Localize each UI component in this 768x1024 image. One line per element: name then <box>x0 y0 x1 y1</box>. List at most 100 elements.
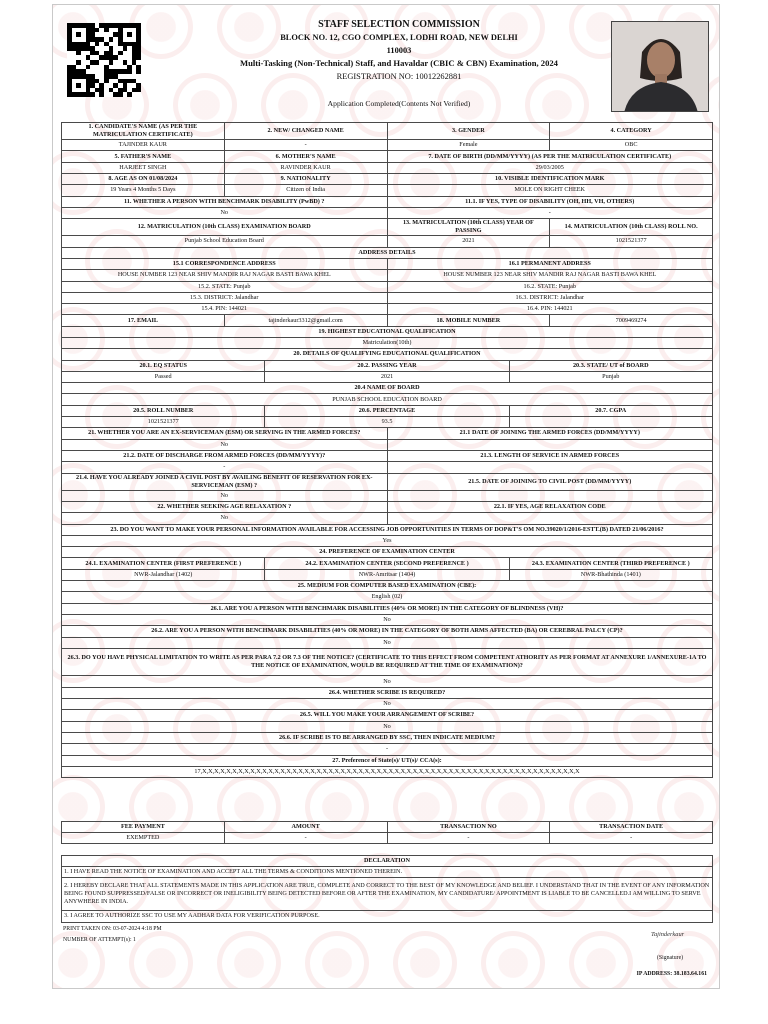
form-row: No <box>61 438 713 451</box>
form-row: 15.3. DISTRICT: Jalandhar 16.3. DISTRICT:… <box>61 291 713 305</box>
field-label: 20.6. PERCENTAGE <box>264 404 510 418</box>
field-label: 4. CATEGORY <box>549 121 713 141</box>
form-row: 15.4. PIN: 144021 16.4. PIN: 144021 <box>61 303 713 316</box>
application-details-table: 1. CANDIDATE'S NAME (AS PER THE MATRICUL… <box>60 121 714 779</box>
form-row: 20.4 NAME OF BOARD <box>61 382 713 395</box>
fee-header-payment: FEE PAYMENT <box>61 821 225 833</box>
field-label: 20.2. PASSING YEAR <box>264 359 510 372</box>
field-value: 16.3. DISTRICT: Jalandhar <box>386 291 713 305</box>
field-value: No <box>61 720 713 733</box>
field-value <box>386 461 713 474</box>
field-value: 15.3. DISTRICT: Jalandhar <box>61 291 388 305</box>
qr-code <box>67 23 141 97</box>
org-pin: 110003 <box>386 46 412 55</box>
field-label: 5. FATHER'S NAME <box>61 150 225 163</box>
field-value: tajinderkaur3312@gmail.com <box>223 314 388 327</box>
signature-image: Tajinderkaur <box>651 931 685 938</box>
form-row: 20. DETAILS OF QUALIFYING EDUCATIONAL QU… <box>61 348 713 361</box>
field-label: 20.7. CGPA <box>508 404 714 418</box>
field-label: 20.3. STATE/ UT of BOARD <box>508 359 714 372</box>
form-row: PUNJAB SCHOOL EDUCATION BOARD <box>61 393 713 406</box>
org-title: STAFF SELECTION COMMISSION <box>318 19 480 30</box>
field-value: 15.2. STATE: Punjab <box>61 280 388 293</box>
form-row: HARJEET SINGH RAVINDER KAUR 29/03/2005 <box>61 161 713 175</box>
field-label: 14. MATRICULATION (10th CLASS) ROLL NO. <box>549 218 713 237</box>
field-value: RAVINDER KAUR <box>223 161 388 175</box>
form-row: 23. DO YOU WANT TO MAKE YOUR PERSONAL IN… <box>61 523 713 536</box>
form-row: 11. WHETHER A PERSON WITH BENCHMARK DISA… <box>61 195 713 208</box>
field-label: 26.3. DO YOU HAVE PHYSICAL LIMITATION TO… <box>61 647 713 677</box>
candidate-photo <box>611 21 709 112</box>
form-row: 5. FATHER'S NAME 6. MOTHER'S NAME 7. DATE … <box>61 150 713 163</box>
form-row: TAJINDER KAUR - Female OBC <box>61 139 713 152</box>
field-value: - <box>223 139 388 152</box>
field-value: - <box>386 206 713 220</box>
ip-address: IP ADDRESS: 38.183.64.161 <box>636 971 707 977</box>
field-value: Punjab School Education Board <box>61 235 388 248</box>
form-row: 27. Preference of State(s)/ UT(s)/ CCA(s… <box>61 754 713 767</box>
form-row: 26.6. IF SCRIBE IS TO BE ARRANGED BY SSC… <box>61 731 713 745</box>
form-row: - <box>61 743 713 756</box>
field-label: 7. DATE OF BIRTH (DD/MM/YYYY) (AS PER TH… <box>386 150 713 163</box>
field-value <box>386 438 713 451</box>
field-label: 18. MOBILE NUMBER <box>386 314 551 327</box>
form-row: 12. MATRICULATION (10th CLASS) EXAMINATI… <box>61 218 713 237</box>
field-value: TAJINDER KAUR <box>61 139 225 152</box>
declaration-table: DECLARATION 1. I HAVE READ THE NOTICE OF… <box>61 854 713 923</box>
field-value: No <box>61 512 388 525</box>
form-row: 26.3. DO YOU HAVE PHYSICAL LIMITATION TO… <box>61 647 713 677</box>
form-row: 15.2. STATE: Punjab 16.2. STATE: Punjab <box>61 280 713 293</box>
form-row: No <box>61 698 713 711</box>
form-row: 15.1 CORRESPONDENCE ADDRESS 16.1 PERMANEN… <box>61 257 713 271</box>
field-value: Yes <box>61 534 713 548</box>
field-label: 11. WHETHER A PERSON WITH BENCHMARK DISA… <box>61 195 388 208</box>
field-value: No <box>61 613 713 627</box>
registration-number: REGISTRATION NO: 10012262881 <box>336 72 462 81</box>
field-label: 26.2. ARE YOU A PERSON WITH BENCHMARK DI… <box>61 625 713 638</box>
field-value: MOLE ON RIGHT CHEEK <box>386 184 713 197</box>
form-row: No <box>61 489 713 502</box>
field-label: 19. HIGHEST EDUCATIONAL QUALIFICATION <box>61 325 713 339</box>
field-value: 16.4. PIN: 144021 <box>386 303 713 316</box>
field-value: HARJEET SINGH <box>61 161 225 175</box>
exam-title: Multi-Tasking (Non-Technical) Staff, and… <box>240 58 558 68</box>
fee-header-transaction-no: TRANSACTION NO <box>386 821 551 833</box>
field-label: 21.1 DATE OF JOINING THE ARMED FORCES (D… <box>386 427 713 440</box>
form-row: HOUSE NUMBER 123 NEAR SHIV MANDIR RAJ NA… <box>61 269 713 282</box>
print-timestamp: PRINT TAKEN ON: 03-07-2024 4:18 PM <box>63 926 162 932</box>
field-value: 2021 <box>386 235 551 248</box>
form-row: 1. CANDIDATE'S NAME (AS PER THE MATRICUL… <box>61 121 713 141</box>
fee-value-payment: EXEMPTED <box>61 832 225 844</box>
declaration-item-2: 2. I HEREBY DECLARE THAT ALL STATEMENTS … <box>61 877 713 912</box>
field-label: 10. VISIBLE IDENTIFICATION MARK <box>386 173 713 186</box>
field-value: Matriculation(10th) <box>61 336 713 350</box>
form-row: 22. WHETHER SEEKING AGE RELAXATION ? 22.1… <box>61 500 713 514</box>
declaration-title: DECLARATION <box>61 854 713 868</box>
field-label: 20.1. EQ STATUS <box>60 359 266 372</box>
field-value: HOUSE NUMBER 123 NEAR SHIV MANDIR RAJ NA… <box>386 269 713 282</box>
field-label: 24.3. EXAMINATION CENTER (THIRD PREFEREN… <box>508 557 714 570</box>
field-value: English (02) <box>61 591 713 604</box>
field-label: 2. NEW/ CHANGED NAME <box>223 121 388 141</box>
form-row: 8. AGE AS ON 01/08/2024 9. NATIONALITY 10.… <box>61 173 713 186</box>
form-row: 20.5. ROLL NUMBER 20.6. PERCENTAGE 20.7. C… <box>60 404 714 418</box>
form-row: Punjab School Education Board 2021 1021521… <box>61 235 713 248</box>
form-row: ADDRESS DETAILS <box>61 246 713 259</box>
fee-value-transaction-date: - <box>549 832 713 844</box>
form-row: 25. MEDIUM FOR COMPUTER BASED EXAMINATIO… <box>61 580 713 593</box>
field-value: HOUSE NUMBER 123 NEAR SHIV MANDIR RAJ NA… <box>61 269 388 282</box>
field-label: 16.1 PERMANENT ADDRESS <box>386 257 713 271</box>
declaration-item-1: 1. I HAVE READ THE NOTICE OF EXAMINATION… <box>61 866 713 879</box>
form-row: 21.2. DATE OF DISCHARGE FROM ARMED FORCE… <box>61 449 713 463</box>
field-value <box>386 489 713 502</box>
field-label: 6. MOTHER'S NAME <box>223 150 388 163</box>
form-row: 26.1. ARE YOU A PERSON WITH BENCHMARK DI… <box>61 602 713 615</box>
field-label: 20. DETAILS OF QUALIFYING EDUCATIONAL QU… <box>61 348 713 361</box>
form-row: 1021521377 93.5 <box>60 416 714 429</box>
field-value: No <box>61 489 388 502</box>
field-value: 29/03/2005 <box>386 161 713 175</box>
field-value: Female <box>386 139 551 152</box>
form-row: 19 Years 4 Months 5 Days Citizen of India… <box>61 184 713 197</box>
field-label: 26.4. WHETHER SCRIBE IS REQUIRED? <box>61 686 713 700</box>
field-label: 21.5. DATE OF JOINING TO CIVIL POST (DD/… <box>386 472 713 491</box>
